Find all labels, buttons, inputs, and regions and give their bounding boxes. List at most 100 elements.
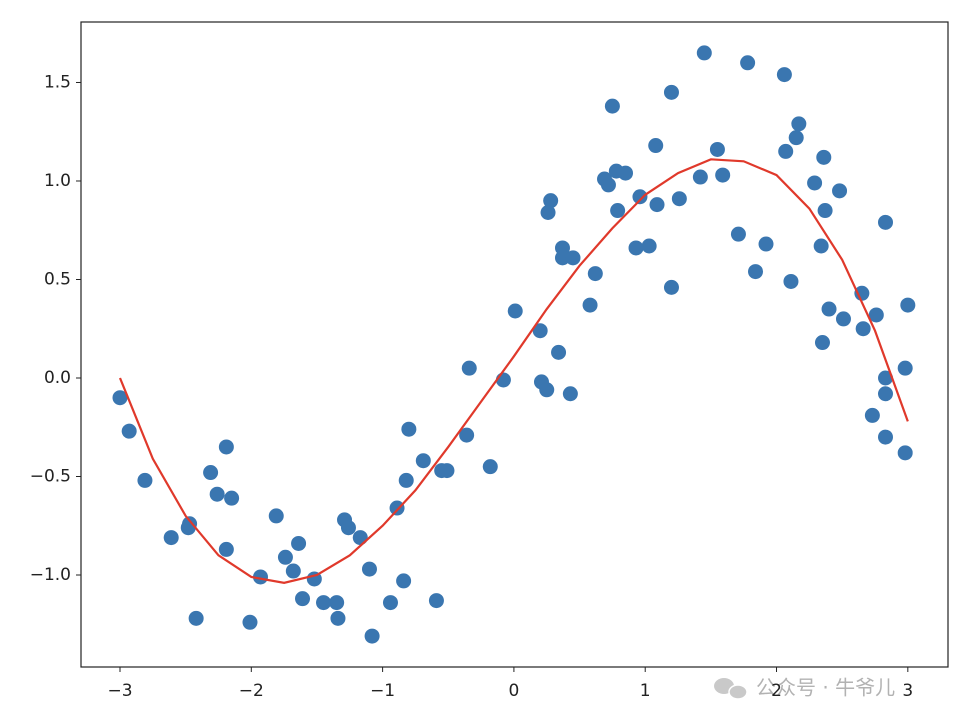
scatter-point [209, 486, 225, 502]
scatter-point [817, 203, 833, 219]
scatter-point [582, 297, 598, 313]
scatter-point [807, 175, 823, 191]
x-tick-label: 0 [508, 681, 519, 701]
scatter-point [618, 165, 634, 181]
scatter-point [696, 45, 712, 61]
scatter-point [663, 279, 679, 295]
scatter-point [163, 530, 179, 546]
scatter-point [495, 372, 511, 388]
scatter-point [897, 360, 913, 376]
scatter-point [783, 273, 799, 289]
scatter-point [461, 360, 477, 376]
scatter-point [632, 189, 648, 205]
scatter-point [832, 183, 848, 199]
scatter-point [507, 303, 523, 319]
scatter-point [814, 335, 830, 351]
watermark: 公众号 · 牛爷儿 [714, 676, 895, 700]
scatter-point [112, 390, 128, 406]
scatter-point [218, 541, 234, 557]
scatter-point [554, 250, 570, 266]
scatter-point [648, 138, 664, 154]
y-tick-label: 0.5 [44, 269, 71, 289]
scatter-point [401, 421, 417, 437]
scatter-point [352, 530, 368, 546]
scatter-point [242, 614, 258, 630]
plot-frame [80, 21, 949, 668]
y-tick-label: −1.0 [30, 565, 71, 585]
scatter-point [428, 593, 444, 609]
x-tick-label: −3 [107, 681, 132, 701]
scatter-point [671, 191, 687, 207]
scatter-point [877, 429, 893, 445]
scatter-point [776, 67, 792, 83]
scatter-point [877, 370, 893, 386]
x-tick-label: 3 [902, 681, 913, 701]
scatter-point [864, 407, 880, 423]
scatter-point [587, 266, 603, 282]
scatter-point [562, 386, 578, 402]
scatter-point [396, 573, 412, 589]
scatter-point [459, 427, 475, 443]
scatter-point [877, 386, 893, 402]
y-tick-label: 1.0 [44, 171, 71, 191]
scatter-point [203, 465, 219, 481]
scatter-point [330, 610, 346, 626]
scatter-point [758, 236, 774, 252]
scatter-point [868, 307, 884, 323]
scatter-point [641, 238, 657, 254]
scatter-point [709, 141, 725, 157]
scatter-point [692, 169, 708, 185]
scatter-point [539, 382, 555, 398]
scatter-point [389, 500, 405, 516]
scatter-point [813, 238, 829, 254]
scatter-point [791, 116, 807, 132]
scatter-point [277, 549, 293, 565]
scatter-point [551, 344, 567, 360]
scatter-point [649, 197, 665, 213]
scatter-point [854, 285, 870, 301]
y-tick-label: 1.5 [44, 72, 71, 92]
scatter-point [340, 520, 356, 536]
scatter-point [382, 595, 398, 611]
scatter-point [121, 423, 137, 439]
scatter-point [285, 563, 301, 579]
scatter-point [482, 459, 498, 475]
scatter-point [778, 143, 794, 159]
x-tick-label: 2 [771, 681, 782, 701]
scatter-point [252, 569, 268, 585]
scatter-point [364, 628, 380, 644]
scatter-point [855, 321, 871, 337]
scatter-point [218, 439, 234, 455]
scatter-point [329, 595, 345, 611]
scatter-point [361, 561, 377, 577]
scatter-point [877, 214, 893, 230]
scatter-point [543, 193, 559, 209]
scatter-point [900, 297, 916, 313]
scatter-point [540, 205, 556, 221]
scatter-point [188, 610, 204, 626]
scatter-point [600, 177, 616, 193]
scatter-point [295, 591, 311, 607]
scatter-point [835, 311, 851, 327]
scatter-point [821, 301, 837, 317]
scatter-point [788, 130, 804, 146]
scatter-point [224, 490, 240, 506]
scatter-point [415, 453, 431, 469]
scatter-point [182, 516, 198, 532]
x-tick-label: −2 [239, 681, 264, 701]
scatter-point [291, 535, 307, 551]
scatter-point [628, 240, 644, 256]
scatter-point [137, 472, 153, 488]
x-tick-label: −1 [370, 681, 395, 701]
watermark-icon [728, 684, 748, 700]
y-tick-label: 0.0 [44, 368, 71, 388]
scatter-point [715, 167, 731, 183]
watermark-text: 公众号 · 牛爷儿 [756, 676, 895, 700]
scatter-point [398, 472, 414, 488]
scatter-point [816, 149, 832, 165]
scatter-point [439, 463, 455, 479]
scatter-point [740, 55, 756, 71]
x-tick-label: 1 [640, 681, 651, 701]
scatter-point [268, 508, 284, 524]
